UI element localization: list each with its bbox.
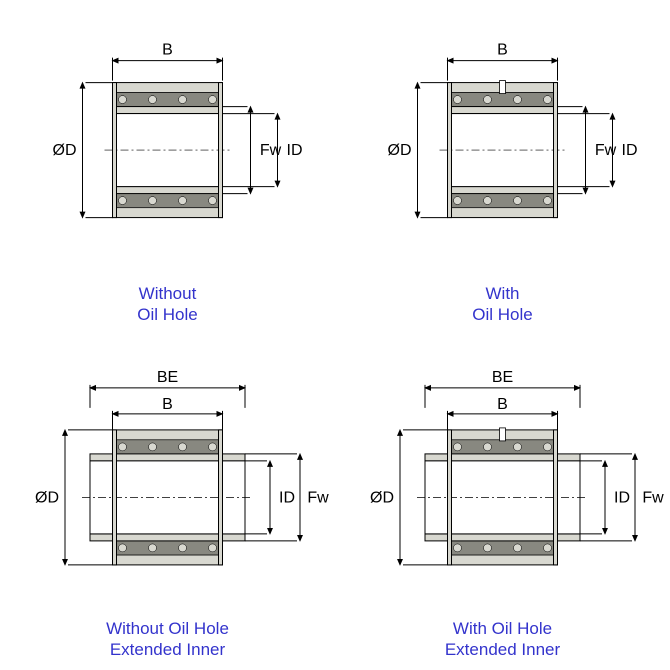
panel-top-left: B ØD Fw ID Without Oil Hole [0, 0, 335, 335]
svg-text:ØD: ØD [35, 489, 59, 506]
svg-text:ØD: ØD [388, 142, 412, 159]
panel-top-right: B ØD Fw ID With Oil Hole [335, 0, 670, 335]
svg-text:Fw: Fw [595, 142, 617, 159]
panel-bottom-left: BE B ØD ID Fw Without Oil Hole Extended Inner [0, 335, 335, 670]
panel-bottom-right: BE B ØD ID Fw With Oil Hole Extended Inner [335, 335, 670, 670]
svg-text:ØD: ØD [53, 142, 77, 159]
panel-caption: Without Oil Hole Extended Inner [106, 619, 229, 660]
svg-text:B: B [497, 42, 508, 59]
bearing-diagram: BE B ØD ID Fw [335, 335, 670, 619]
svg-text:Fw: Fw [307, 489, 329, 506]
svg-text:ID: ID [622, 142, 638, 159]
svg-text:Fw: Fw [260, 142, 282, 159]
bearing-diagram: B ØD Fw ID [0, 0, 335, 284]
svg-text:Fw: Fw [642, 489, 664, 506]
panel-caption: Without Oil Hole [137, 284, 197, 325]
panel-caption: With Oil Hole [472, 284, 532, 325]
bearing-diagram: B ØD Fw ID [335, 0, 670, 284]
panel-caption: With Oil Hole Extended Inner [445, 619, 560, 660]
svg-text:ID: ID [614, 489, 630, 506]
svg-text:B: B [497, 396, 508, 413]
svg-text:B: B [162, 396, 173, 413]
svg-text:ID: ID [279, 489, 295, 506]
svg-text:B: B [162, 42, 173, 59]
svg-text:ØD: ØD [370, 489, 394, 506]
svg-text:ID: ID [287, 142, 303, 159]
svg-text:BE: BE [157, 369, 178, 386]
svg-text:BE: BE [492, 369, 513, 386]
bearing-diagram: BE B ØD ID Fw [0, 335, 335, 619]
